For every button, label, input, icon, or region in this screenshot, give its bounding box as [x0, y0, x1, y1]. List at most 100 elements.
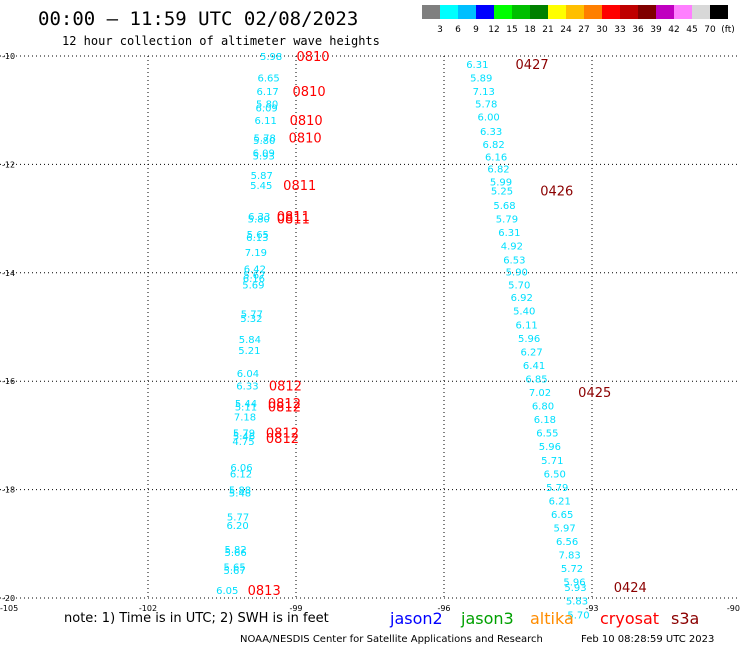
color-swatch	[674, 5, 692, 19]
timestamp: Feb 10 08:28:59 UTC 2023	[581, 634, 715, 645]
wave-height-value: 5.79	[546, 483, 568, 494]
satellite-name: s3a	[671, 609, 700, 628]
wave-height-value: 5.48	[229, 488, 251, 499]
wave-height-value: 7.19	[245, 248, 267, 259]
wave-height-value: 5.70	[567, 610, 589, 621]
credit-line: NOAA/NESDIS Center for Satellite Applica…	[240, 634, 543, 645]
wave-height-value: 6.09	[256, 103, 278, 114]
wave-height-value: 5.44	[235, 399, 257, 410]
wave-height-value: 5.45	[250, 181, 272, 192]
color-swatch	[458, 5, 476, 19]
pass-time-label: 0810	[290, 114, 323, 129]
wave-height-value: 6.12	[230, 469, 252, 480]
color-swatch	[602, 5, 620, 19]
color-swatch	[692, 5, 710, 19]
wave-height-value: 5.80	[256, 100, 278, 111]
wave-height-value: 7.13	[473, 87, 495, 98]
wave-height-value: 6.21	[549, 496, 571, 507]
pass-time-label: 0427	[516, 58, 549, 73]
wave-height-value: 6.20	[226, 521, 248, 532]
wave-height-value: 6.31	[498, 228, 520, 239]
color-swatch	[638, 5, 656, 19]
color-swatch	[620, 5, 638, 19]
color-scale-label: 70	[704, 25, 716, 35]
page-title: 00:00 – 11:59 UTC 02/08/2023	[38, 8, 359, 30]
wave-height-value: 6.31	[466, 60, 488, 71]
wave-height-value: 6.00	[478, 113, 500, 124]
wave-height-value: 6.65	[258, 74, 280, 85]
wave-height-value: 5.66	[224, 548, 246, 559]
wave-height-value: 5.90	[506, 268, 528, 279]
wave-height-value: 5.87	[251, 171, 273, 182]
color-swatch	[494, 5, 512, 19]
page-subtitle: 12 hour collection of altimeter wave hei…	[62, 34, 380, 48]
wave-height-value: 6.06	[230, 463, 252, 474]
wave-height-value: 6.16	[485, 152, 507, 163]
satellite-name: jason3	[461, 609, 514, 628]
wave-height-value: 7.18	[234, 412, 256, 423]
x-tick-label: -96	[437, 604, 450, 613]
wave-height-value: 5.79	[233, 429, 255, 440]
wave-height-value: 6.16	[243, 274, 265, 285]
wave-height-value: 6.65	[551, 510, 573, 521]
wave-height-value: 5.78	[475, 100, 497, 111]
wave-height-value: 6.04	[237, 369, 259, 380]
wave-height-value: 5.93	[564, 583, 586, 594]
wave-height-value: 4.75	[232, 437, 254, 448]
wave-height-value: 5.32	[240, 314, 262, 325]
y-tick-label: -14	[2, 269, 15, 278]
wave-height-value: 5.68	[493, 201, 515, 212]
satellite-name: jason2	[390, 609, 443, 628]
pass-time-label: 0813	[248, 584, 281, 599]
pass-time-label: 0426	[540, 184, 573, 199]
x-tick-label: -105	[0, 604, 18, 613]
wave-height-value: 4.92	[501, 242, 523, 253]
color-scale-label: 3	[437, 25, 443, 35]
wave-height-value: 5.46	[233, 431, 255, 442]
wave-height-value: 6.55	[536, 429, 558, 440]
wave-height-value: 5.25	[491, 186, 513, 197]
wave-height-value: 5.80	[248, 215, 270, 226]
wave-height-value: 5.78	[254, 133, 276, 144]
wave-height-value: 5.98	[260, 52, 282, 63]
color-scale-label: 12	[488, 25, 500, 35]
x-tick-label: -102	[139, 604, 157, 613]
wave-height-value: 6.92	[511, 293, 533, 304]
pass-time-label: 0424	[614, 581, 647, 596]
wave-height-value: 5.83	[566, 597, 588, 608]
pass-time-label: 0812	[268, 401, 301, 416]
wave-height-value: 5.93	[253, 152, 275, 163]
wave-height-value: 5.71	[541, 456, 563, 467]
wave-height-value: 5.77	[241, 309, 263, 320]
wave-height-value: 6.53	[503, 255, 525, 266]
wave-height-value: 6.42	[244, 264, 266, 275]
wave-height-value: 7.83	[558, 551, 580, 562]
y-tick-label: -12	[2, 160, 15, 169]
pass-time-label: 0811	[283, 179, 316, 194]
color-scale-label: 30	[596, 25, 608, 35]
wave-height-value: 6.27	[520, 347, 542, 358]
color-swatch	[548, 5, 566, 19]
wave-height-value: 6.85	[525, 374, 547, 385]
wave-height-value: 5.67	[243, 270, 265, 281]
color-swatch	[530, 5, 548, 19]
wave-height-value: 5.67	[223, 566, 245, 577]
wave-height-value: 5.89	[470, 74, 492, 85]
wave-height-value: 6.41	[523, 361, 545, 372]
wave-height-value: 6.18	[534, 415, 556, 426]
wave-height-value: 6.17	[257, 87, 279, 98]
pass-time-label: 0812	[268, 397, 301, 412]
wave-height-value: 5.96	[539, 442, 561, 453]
wave-height-value: 6.11	[516, 320, 538, 331]
pass-time-label: 0810	[293, 85, 326, 100]
color-scale-label: 33	[614, 25, 626, 35]
color-scale-label: 6	[455, 25, 461, 35]
x-tick-label: -90	[727, 604, 740, 613]
pass-time-label: 0812	[266, 427, 299, 442]
color-swatch	[584, 5, 602, 19]
x-tick-label: -99	[289, 604, 302, 613]
pass-time-label: 0811	[277, 210, 310, 225]
pass-time-label: 0811	[277, 213, 310, 228]
y-tick-label: -18	[2, 486, 15, 495]
footer-note: note: 1) Time is in UTC; 2) SWH is in fe…	[64, 611, 329, 626]
